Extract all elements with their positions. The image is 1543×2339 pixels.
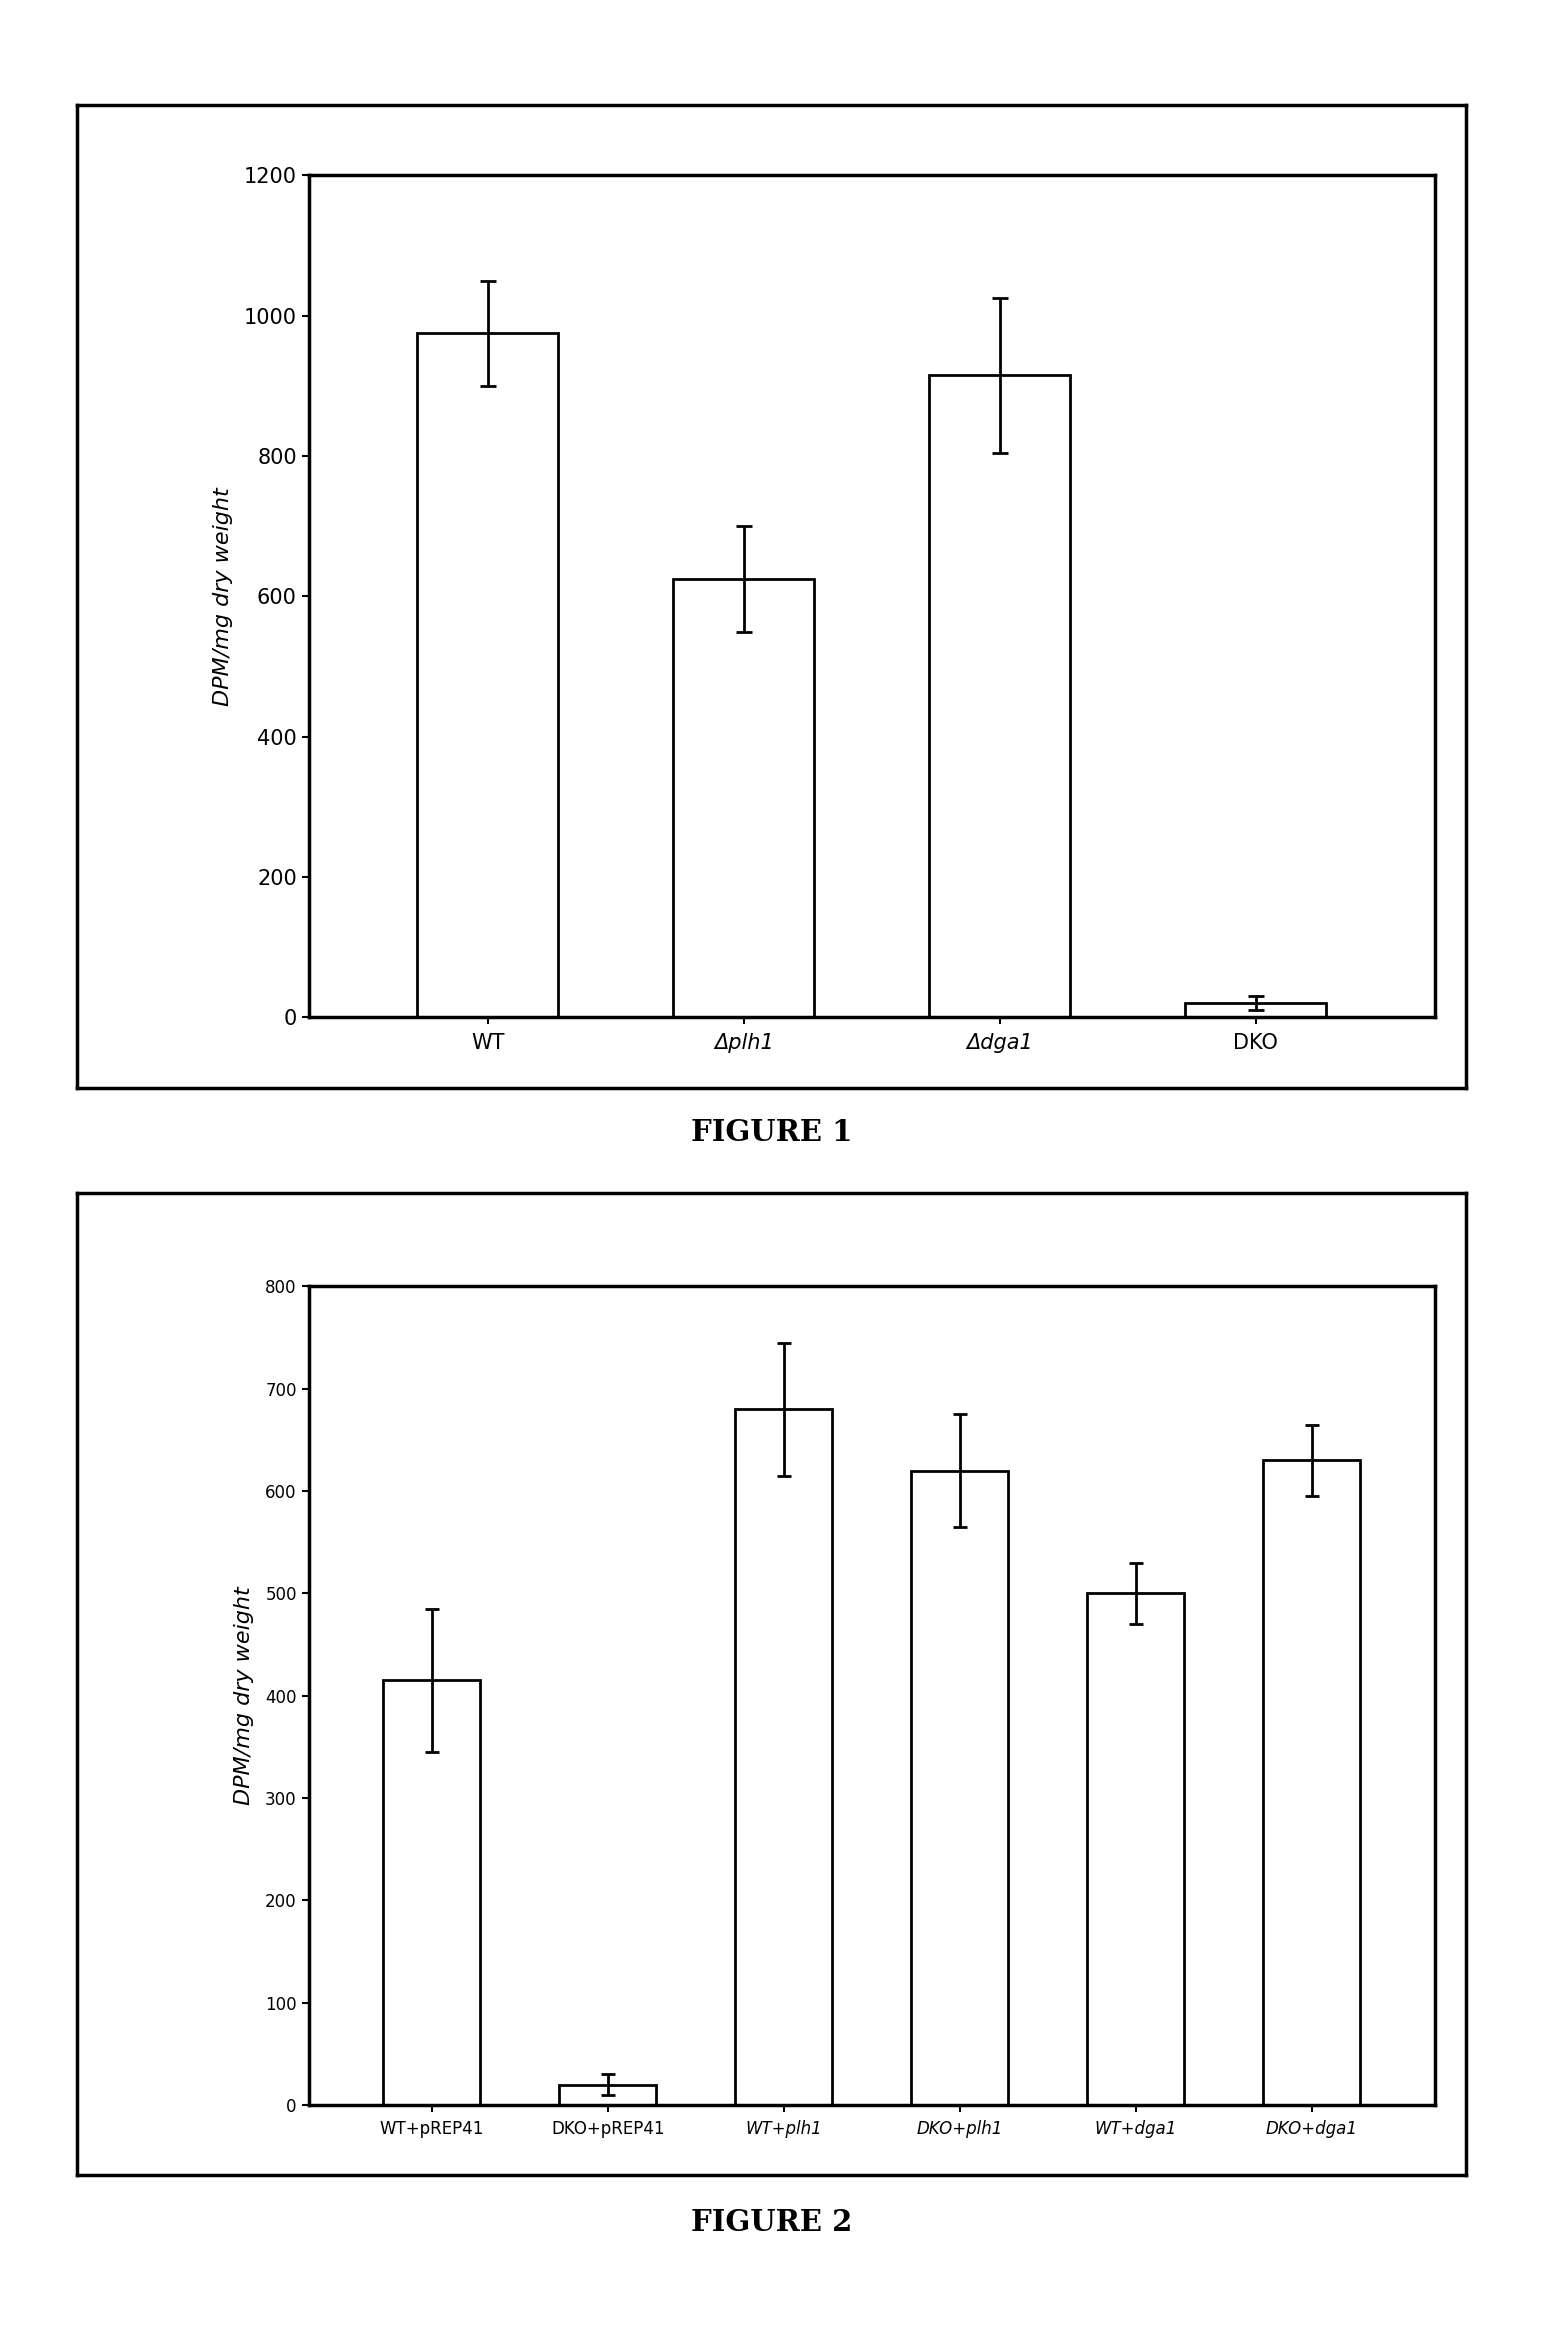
Bar	[1264, 1460, 1361, 2105]
Bar	[1088, 1593, 1183, 2105]
Bar	[1185, 1003, 1325, 1017]
Bar	[383, 1679, 480, 2105]
Bar	[673, 580, 815, 1017]
Bar	[929, 377, 1071, 1017]
Text: FIGURE 2: FIGURE 2	[691, 2208, 852, 2236]
Bar	[912, 1471, 1008, 2105]
Text: FIGURE 1: FIGURE 1	[691, 1118, 852, 1146]
Bar	[418, 334, 559, 1017]
Bar	[736, 1408, 832, 2105]
Y-axis label: DPM/mg dry weight: DPM/mg dry weight	[235, 1586, 255, 1806]
Y-axis label: DPM/mg dry weight: DPM/mg dry weight	[213, 487, 233, 706]
Bar	[560, 2084, 656, 2105]
